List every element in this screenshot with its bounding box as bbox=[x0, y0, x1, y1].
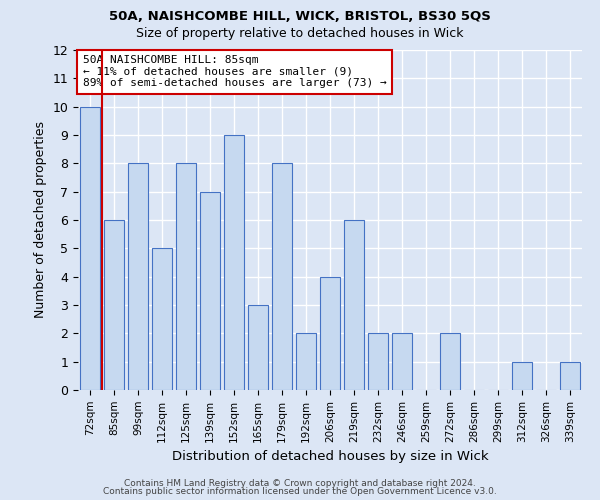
Bar bbox=[320, 276, 340, 390]
Bar bbox=[344, 220, 364, 390]
Bar bbox=[440, 334, 460, 390]
Text: Contains public sector information licensed under the Open Government Licence v3: Contains public sector information licen… bbox=[103, 487, 497, 496]
Bar bbox=[248, 305, 268, 390]
Bar bbox=[152, 248, 172, 390]
Bar bbox=[128, 164, 148, 390]
Text: 50A NAISHCOMBE HILL: 85sqm
← 11% of detached houses are smaller (9)
89% of semi-: 50A NAISHCOMBE HILL: 85sqm ← 11% of deta… bbox=[83, 55, 387, 88]
Bar bbox=[272, 164, 292, 390]
Bar bbox=[200, 192, 220, 390]
Bar bbox=[224, 135, 244, 390]
Y-axis label: Number of detached properties: Number of detached properties bbox=[34, 122, 47, 318]
Text: Size of property relative to detached houses in Wick: Size of property relative to detached ho… bbox=[136, 28, 464, 40]
Bar bbox=[176, 164, 196, 390]
Bar bbox=[104, 220, 124, 390]
Text: 50A, NAISHCOMBE HILL, WICK, BRISTOL, BS30 5QS: 50A, NAISHCOMBE HILL, WICK, BRISTOL, BS3… bbox=[109, 10, 491, 23]
Bar bbox=[368, 334, 388, 390]
Bar bbox=[80, 106, 100, 390]
Text: Contains HM Land Registry data © Crown copyright and database right 2024.: Contains HM Land Registry data © Crown c… bbox=[124, 478, 476, 488]
Bar bbox=[512, 362, 532, 390]
X-axis label: Distribution of detached houses by size in Wick: Distribution of detached houses by size … bbox=[172, 450, 488, 463]
Bar bbox=[560, 362, 580, 390]
Bar bbox=[296, 334, 316, 390]
Bar bbox=[392, 334, 412, 390]
